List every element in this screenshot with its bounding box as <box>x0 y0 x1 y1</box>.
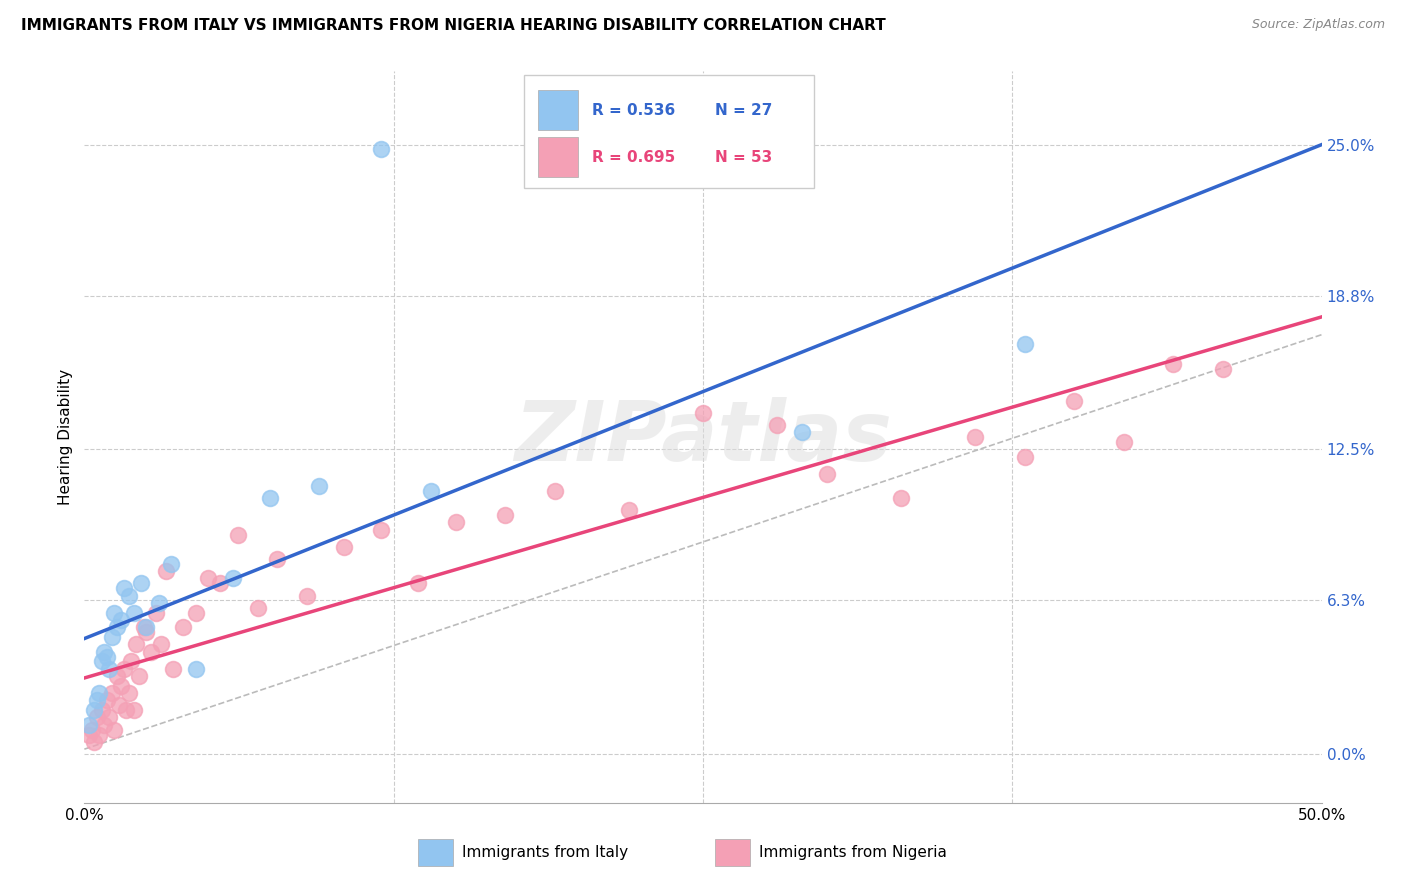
Point <box>333 540 356 554</box>
Point <box>90 703 112 717</box>
Point <box>83 735 105 749</box>
Point <box>1161 357 1184 371</box>
Point <box>96 693 118 707</box>
Point <box>494 508 516 522</box>
Point <box>370 142 392 156</box>
Point <box>172 620 194 634</box>
Text: Immigrants from Italy: Immigrants from Italy <box>461 845 628 860</box>
Point <box>112 662 135 676</box>
Point <box>98 710 121 724</box>
Point <box>266 552 288 566</box>
Point <box>105 669 128 683</box>
Point <box>1063 393 1085 408</box>
Point <box>259 491 281 505</box>
Point <box>1212 361 1234 376</box>
Point <box>141 645 163 659</box>
Point <box>408 576 430 591</box>
Point <box>790 425 813 440</box>
Point <box>98 662 121 676</box>
Point <box>110 679 132 693</box>
Point <box>1014 450 1036 464</box>
Point <box>132 620 155 634</box>
Point <box>184 606 207 620</box>
Point <box>83 703 105 717</box>
Point <box>209 576 232 591</box>
Text: R = 0.536: R = 0.536 <box>592 103 675 118</box>
Point <box>815 467 838 481</box>
Point <box>162 662 184 676</box>
Point <box>86 710 108 724</box>
Point <box>184 662 207 676</box>
Point <box>1112 434 1135 449</box>
Point <box>135 625 157 640</box>
Point <box>226 527 249 541</box>
Point <box>103 606 125 620</box>
Point <box>96 649 118 664</box>
Point <box>80 723 103 737</box>
Point <box>122 703 145 717</box>
Point <box>543 483 565 498</box>
Point <box>100 686 122 700</box>
Point <box>890 491 912 505</box>
Text: N = 27: N = 27 <box>716 103 773 118</box>
Text: R = 0.695: R = 0.695 <box>592 150 675 165</box>
Point <box>120 654 142 668</box>
Point <box>90 654 112 668</box>
Point <box>79 727 101 741</box>
Point <box>108 698 131 713</box>
Point <box>115 703 138 717</box>
Text: Source: ZipAtlas.com: Source: ZipAtlas.com <box>1251 18 1385 31</box>
Point <box>105 620 128 634</box>
FancyBboxPatch shape <box>538 137 578 178</box>
Text: Immigrants from Nigeria: Immigrants from Nigeria <box>759 845 946 860</box>
Point <box>444 516 467 530</box>
Point <box>112 581 135 595</box>
Point <box>86 693 108 707</box>
Point <box>308 479 330 493</box>
Point <box>93 718 115 732</box>
Point <box>419 483 441 498</box>
Text: ZIPatlas: ZIPatlas <box>515 397 891 477</box>
Y-axis label: Hearing Disability: Hearing Disability <box>58 369 73 505</box>
Point <box>766 417 789 432</box>
Point <box>148 596 170 610</box>
Point <box>103 723 125 737</box>
Point <box>100 630 122 644</box>
FancyBboxPatch shape <box>523 75 814 188</box>
Point <box>89 727 111 741</box>
Point <box>118 589 141 603</box>
Point <box>370 523 392 537</box>
Point <box>135 620 157 634</box>
Text: N = 53: N = 53 <box>716 150 773 165</box>
Point <box>118 686 141 700</box>
Point <box>617 503 640 517</box>
Point <box>145 606 167 620</box>
FancyBboxPatch shape <box>538 89 578 130</box>
FancyBboxPatch shape <box>716 838 749 866</box>
Point <box>89 686 111 700</box>
Point <box>79 718 101 732</box>
Point <box>125 637 148 651</box>
Point <box>155 564 177 578</box>
Point <box>110 613 132 627</box>
FancyBboxPatch shape <box>419 838 453 866</box>
Point <box>197 572 219 586</box>
Point <box>93 645 115 659</box>
Point <box>692 406 714 420</box>
Point <box>129 576 152 591</box>
Point <box>246 600 269 615</box>
Point <box>128 669 150 683</box>
Text: IMMIGRANTS FROM ITALY VS IMMIGRANTS FROM NIGERIA HEARING DISABILITY CORRELATION : IMMIGRANTS FROM ITALY VS IMMIGRANTS FROM… <box>21 18 886 33</box>
Point <box>295 589 318 603</box>
Point <box>1014 337 1036 351</box>
Point <box>965 430 987 444</box>
Point <box>150 637 173 651</box>
Point <box>122 606 145 620</box>
Point <box>160 557 183 571</box>
Point <box>222 572 245 586</box>
